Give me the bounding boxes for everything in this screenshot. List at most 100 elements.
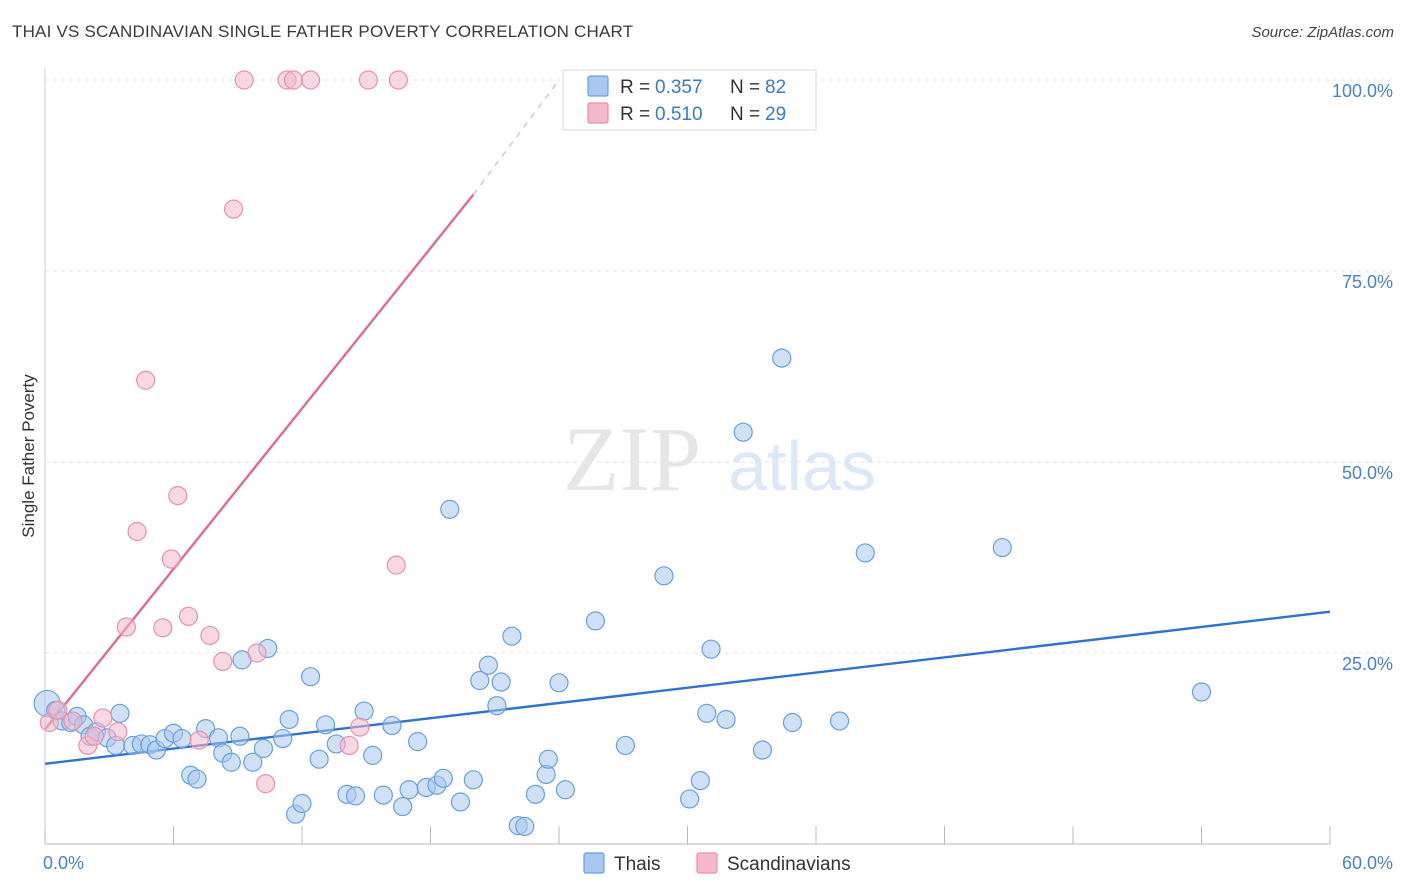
point-scandinavians-16 (213, 651, 233, 672)
point-thais-34 (309, 749, 329, 769)
trend-lines (44, 79, 1331, 765)
point-scandinavians-12 (168, 486, 188, 506)
point-scandinavians-22 (283, 70, 304, 90)
point-thais-64 (585, 611, 606, 631)
point-scandinavians-6 (108, 722, 128, 742)
point-thais-58 (515, 816, 535, 837)
point-scandinavians-14 (189, 730, 209, 750)
point-scandinavians-23 (300, 70, 321, 90)
point-thais-50 (450, 792, 471, 812)
legend-n-value-scandinavians: 29 (765, 104, 786, 125)
point-scandinavians-25 (350, 717, 370, 737)
point-thais-19 (187, 769, 207, 789)
legend-swatch-scandinavians (587, 102, 609, 124)
point-thais-54 (487, 696, 507, 716)
point-scandinavians-17 (223, 199, 244, 219)
point-thais-71 (716, 709, 736, 730)
point-thais-67 (680, 789, 700, 809)
point-scandinavians-28 (388, 70, 408, 90)
y-tick-label-3: 100.0% (1332, 81, 1393, 101)
point-thais-66 (654, 566, 674, 586)
legend-r-label-scandinavians: R = (620, 104, 650, 125)
point-scandinavians-9 (136, 370, 156, 390)
watermark-atlas: atlas (728, 427, 876, 505)
point-scandinavians-1 (48, 700, 68, 720)
point-scandinavians-5 (93, 708, 113, 728)
watermark-zip: ZIP (563, 408, 701, 510)
point-thais-35 (315, 715, 336, 735)
y-axis-title: Single Father Poverty (19, 374, 38, 538)
bottom-legend-swatch-scandinavians (696, 852, 718, 874)
point-thais-33 (300, 667, 321, 687)
point-scandinavians-2 (63, 711, 83, 731)
bottom-legend-label-thais: Thais (614, 854, 660, 875)
point-thais-52 (470, 670, 490, 691)
point-thais-69 (697, 703, 717, 723)
grid-lines (45, 79, 1392, 654)
point-thais-49 (440, 499, 460, 519)
legend-swatch-thais (587, 75, 609, 97)
bottom-legend-swatch-thais (583, 852, 605, 874)
point-thais-75 (782, 712, 803, 733)
point-thais-32 (292, 793, 312, 814)
point-thais-43 (393, 796, 413, 817)
point-thais-62 (549, 673, 569, 693)
point-scandinavians-20 (255, 774, 276, 794)
legend-r-value-thais: 0.357 (655, 77, 703, 98)
point-thais-10 (110, 703, 130, 723)
point-thais-23 (221, 752, 241, 772)
point-thais-76 (829, 711, 850, 731)
point-thais-17 (172, 728, 192, 749)
point-scandinavians-26 (358, 70, 378, 90)
y-tick-label-2: 75.0% (1342, 272, 1393, 292)
point-thais-24 (230, 726, 250, 746)
y-tick-label-1: 50.0% (1342, 463, 1393, 483)
legend-n-label-scandinavians: N = (730, 104, 760, 125)
legend-r-value-scandinavians: 0.510 (655, 104, 703, 125)
point-thais-45 (408, 732, 428, 752)
trend-line-thais (44, 610, 1331, 765)
trend-line-scandinavians (44, 193, 475, 731)
point-thais-30 (279, 709, 299, 730)
legend-n-label-thais: N = (730, 77, 760, 98)
point-thais-72 (733, 422, 753, 442)
point-scandinavians-4 (84, 726, 104, 746)
point-thais-29 (273, 728, 293, 749)
point-scandinavians-7 (116, 617, 136, 637)
data-points (33, 70, 1212, 837)
point-thais-42 (382, 715, 402, 736)
point-scandinavians-10 (153, 618, 173, 638)
point-thais-40 (363, 745, 383, 765)
point-thais-65 (615, 735, 635, 756)
point-thais-59 (525, 784, 546, 804)
bottom-legend-label-scandinavians: Scandinavians (727, 854, 851, 875)
point-thais-56 (502, 626, 522, 646)
point-scandinavians-27 (386, 555, 406, 575)
point-thais-27 (253, 738, 274, 759)
point-thais-68 (690, 770, 710, 791)
point-thais-79 (1191, 682, 1212, 702)
point-thais-63 (555, 780, 576, 800)
source-label: Source: ZipAtlas.com (1251, 24, 1394, 41)
point-thais-73 (752, 740, 773, 760)
chart-title: THAI VS SCANDINAVIAN SINGLE FATHER POVER… (12, 22, 634, 41)
tick-labels: 25.0% 50.0% 75.0% 100.0% 0.0% 60.0% (43, 81, 1393, 873)
point-thais-78 (992, 537, 1012, 558)
trend-extension-scandinavians (472, 79, 560, 196)
point-scandinavians-15 (200, 625, 220, 646)
point-thais-44 (399, 780, 419, 800)
legend-r-label-thais: R = (620, 77, 650, 98)
series-legend: Thais Scandinavians (583, 852, 851, 875)
point-thais-41 (373, 785, 393, 805)
y-tick-label-0: 25.0% (1342, 654, 1393, 674)
point-thais-51 (463, 770, 483, 790)
x-tick-label-1: 60.0% (1342, 853, 1393, 873)
legend-n-value-thais: 82 (765, 77, 786, 98)
point-thais-53 (478, 655, 498, 675)
point-scandinavians-24 (339, 735, 359, 756)
point-scandinavians-19 (247, 643, 267, 663)
point-thais-38 (345, 786, 366, 806)
correlation-legend: R = 0.357 N = 82 R = 0.510 N = 29 (562, 69, 817, 131)
point-thais-70 (701, 639, 721, 659)
